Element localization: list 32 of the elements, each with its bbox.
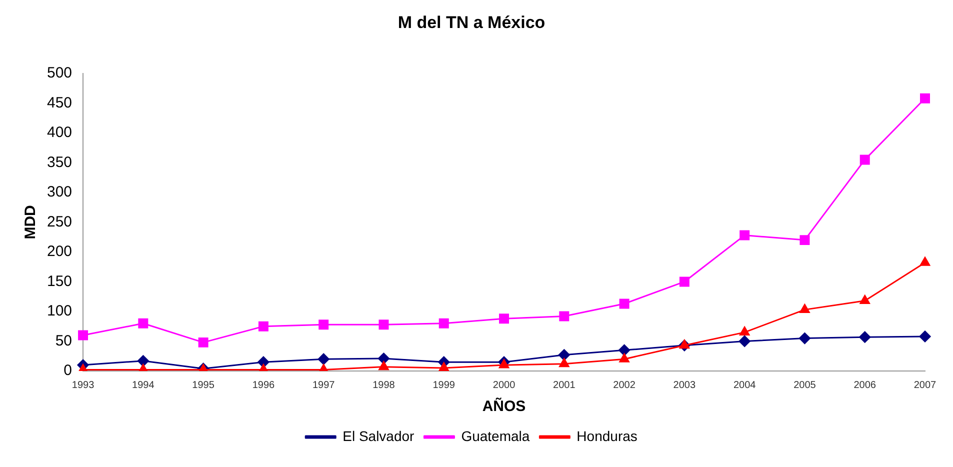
chart-title: M del TN a México	[398, 12, 546, 32]
x-tick-label: 2002	[613, 380, 636, 391]
x-tick-label: 2006	[854, 380, 876, 391]
y-tick-label: 150	[46, 272, 72, 290]
y-tick-label: 250	[46, 213, 72, 230]
y-axis-title: MDD	[22, 204, 40, 240]
x-tick-label: 2005	[794, 380, 816, 391]
x-tick-label: 2007	[914, 380, 937, 391]
y-tick-label: 500	[46, 64, 72, 82]
y-tick-label: 50	[55, 332, 72, 350]
x-tick-label: 2003	[673, 380, 696, 391]
y-tick-label: 0	[64, 362, 72, 380]
y-tick-label: 200	[46, 243, 72, 260]
x-tick-label: 2000	[492, 380, 516, 391]
x-tick-label: 1994	[132, 380, 155, 391]
x-tick-label: 1997	[312, 380, 336, 391]
x-tick-label: 2001	[553, 380, 576, 391]
x-tick-label: 1995	[192, 380, 215, 391]
legend-label: El Salvador	[342, 428, 415, 444]
legend-label: Guatemala	[461, 428, 530, 444]
x-tick-label: 1999	[432, 380, 456, 391]
legend-label: Honduras	[576, 428, 638, 444]
y-tick-label: 100	[46, 302, 72, 320]
x-tick-label: 1998	[372, 380, 396, 391]
y-tick-label: 350	[46, 154, 72, 171]
x-tick-label: 1993	[72, 380, 95, 391]
y-tick-label: 300	[46, 184, 72, 201]
x-axis-title: AÑOS	[482, 397, 526, 416]
x-tick-label: 1996	[252, 380, 276, 391]
y-tick-label: 450	[46, 94, 72, 112]
x-tick-label: 2004	[733, 380, 756, 391]
y-tick-label: 400	[46, 124, 72, 142]
